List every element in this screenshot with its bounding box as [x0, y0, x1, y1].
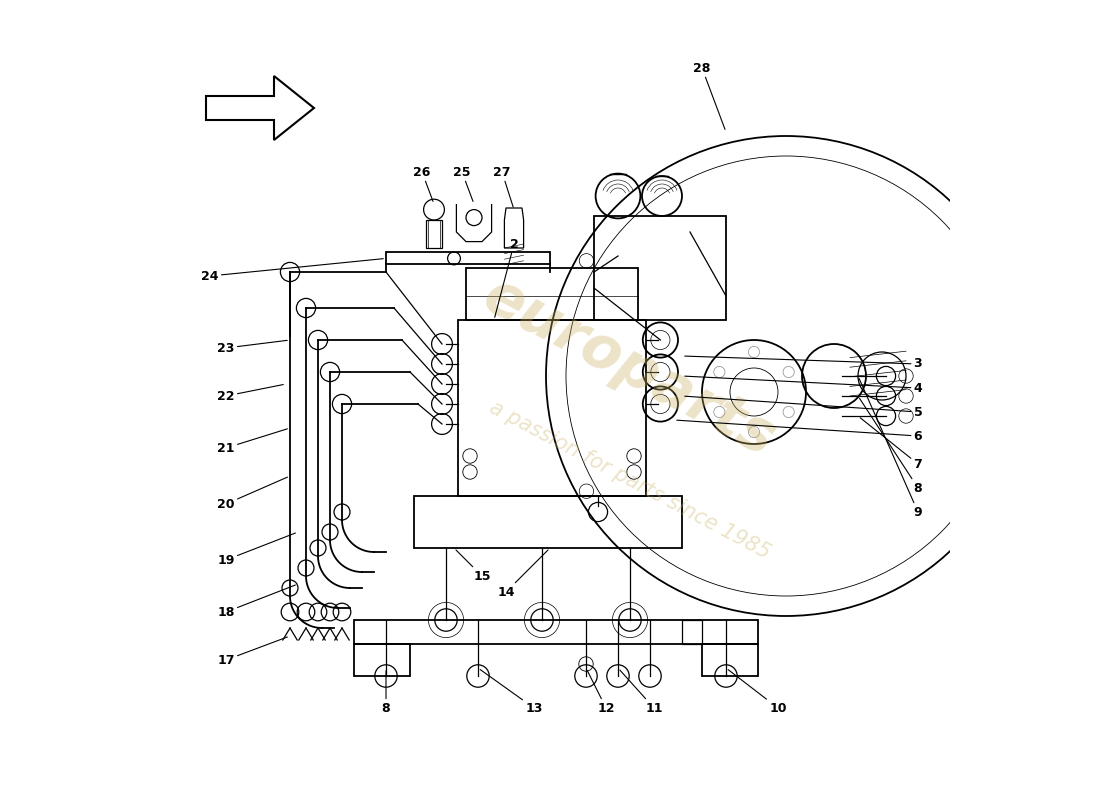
Text: 10: 10 [728, 670, 786, 714]
Text: 23: 23 [218, 340, 287, 354]
Text: 17: 17 [218, 637, 287, 666]
Text: 28: 28 [693, 62, 725, 130]
Text: 13: 13 [481, 670, 542, 714]
Text: 26: 26 [414, 166, 433, 202]
Text: 8: 8 [859, 398, 922, 494]
Text: 15: 15 [456, 550, 491, 582]
Text: 22: 22 [218, 385, 284, 402]
Text: a passion for parts since 1985: a passion for parts since 1985 [486, 398, 773, 562]
Text: 4: 4 [685, 376, 923, 394]
Text: 24: 24 [201, 258, 383, 282]
Text: 21: 21 [218, 429, 287, 454]
Text: 12: 12 [587, 670, 615, 714]
Text: 14: 14 [497, 550, 548, 598]
Text: 3: 3 [685, 356, 922, 370]
Text: 27: 27 [493, 166, 514, 207]
Text: 5: 5 [685, 396, 923, 418]
Text: 9: 9 [859, 378, 922, 518]
Text: 19: 19 [218, 533, 296, 566]
Text: 11: 11 [620, 670, 662, 714]
Text: 2: 2 [495, 238, 518, 318]
Text: 18: 18 [218, 585, 296, 618]
Text: 7: 7 [860, 418, 923, 470]
Text: 20: 20 [218, 477, 287, 510]
Text: 8: 8 [382, 670, 390, 714]
Text: europarts: europarts [474, 267, 785, 469]
Text: 25: 25 [453, 166, 473, 202]
Text: 6: 6 [676, 420, 922, 442]
